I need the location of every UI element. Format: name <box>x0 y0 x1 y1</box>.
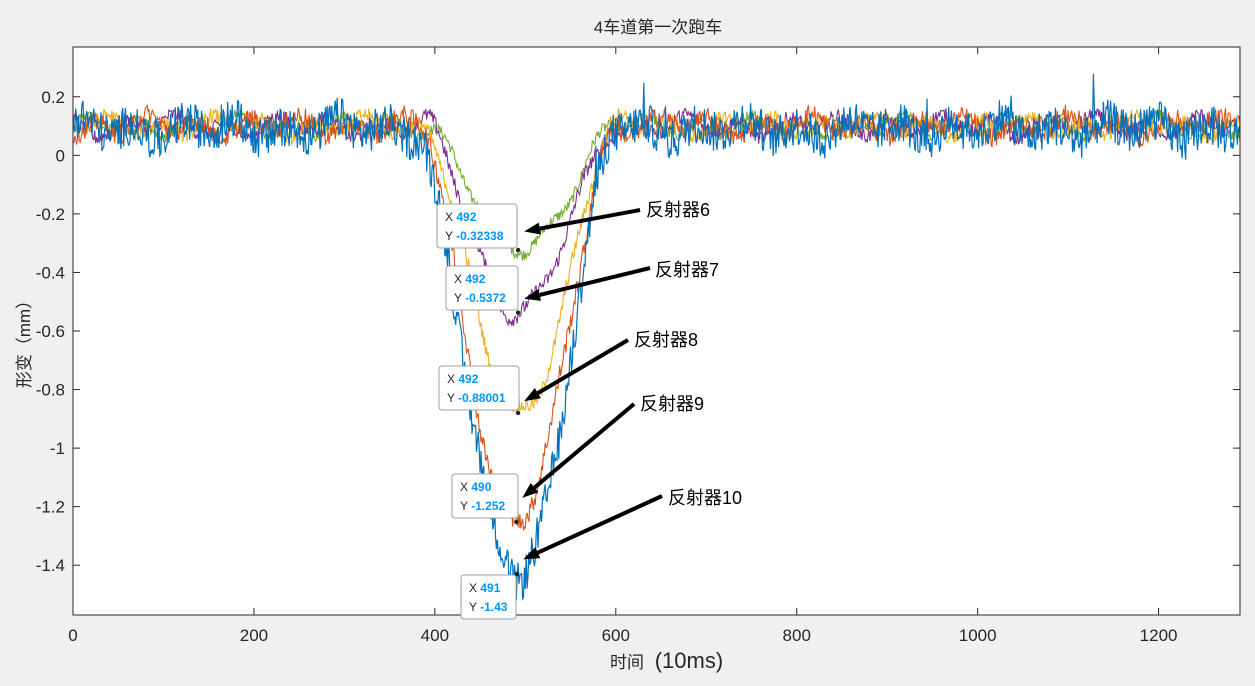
chart-title: 4车道第一次跑车 <box>594 18 722 37</box>
y-tick-label: 0.2 <box>41 88 65 107</box>
annotation-10: 反射器10 <box>523 488 742 560</box>
datatip-y-value: -1.252 <box>471 499 505 513</box>
annotation-label: 反射器9 <box>640 394 704 414</box>
annotation-6: 反射器6 <box>524 200 710 235</box>
annotation-8: 反射器8 <box>524 330 698 402</box>
x-axis-label-text: 时间 <box>610 653 644 672</box>
datatip-y-value: -0.88001 <box>458 391 506 405</box>
annotation-arrow-head <box>523 547 541 560</box>
datatip-x: X 492 <box>454 272 486 286</box>
annotation-arrow-shaft <box>536 494 663 555</box>
datatip-y-key: Y <box>460 499 471 513</box>
y-tick-label: -1 <box>50 439 65 458</box>
datatip-marker <box>515 310 521 315</box>
datatip-x-key: X <box>469 581 480 595</box>
annotation-arrow-shaft <box>533 402 636 490</box>
datatip-y-key: Y <box>469 600 480 614</box>
y-tick-label: -0.4 <box>36 263 65 282</box>
x-tick-label: 0 <box>68 626 77 645</box>
datatip-y-value: -1.43 <box>480 600 508 614</box>
datatip-x: X 492 <box>447 372 479 386</box>
datatip-x: X 490 <box>460 480 492 494</box>
datatip-marker <box>515 410 521 416</box>
y-tick-label: -1.2 <box>36 498 65 517</box>
datatip-box <box>451 473 519 519</box>
annotation-arrow-shaft <box>539 208 641 231</box>
datatip-x-value: 490 <box>471 480 491 494</box>
datatip-y: Y -0.88001 <box>447 391 506 405</box>
datatip-marker <box>514 519 519 525</box>
datatip-y-key: Y <box>454 291 465 305</box>
datatip-y-value: -0.32338 <box>456 229 504 243</box>
datatip-y-value: -0.5372 <box>465 291 506 305</box>
datatip-x-key: X <box>460 480 471 494</box>
datatip-y: Y -1.43 <box>469 600 508 614</box>
datatip-x-key: X <box>445 210 456 224</box>
annotation-9: 反射器9 <box>522 394 704 498</box>
y-tick-label: 0 <box>56 146 65 165</box>
x-tick-label: 600 <box>602 626 630 645</box>
series-line-10 <box>73 73 1240 601</box>
annotation-arrow-head <box>524 387 541 402</box>
annotation-arrow-head <box>524 222 541 235</box>
x-tick-label: 400 <box>421 626 449 645</box>
datatip-marker <box>514 571 520 577</box>
y-tick-label: -1.4 <box>36 556 65 575</box>
datatip-y-key: Y <box>445 229 456 243</box>
datatip-x-value: 492 <box>465 272 485 286</box>
datatip-box <box>436 203 518 249</box>
annotation-label: 反射器10 <box>668 488 742 508</box>
y-tick-label: -0.6 <box>36 322 65 341</box>
datatip-box <box>460 574 517 620</box>
y-tick-label: -0.8 <box>36 381 65 400</box>
annotation-label: 反射器8 <box>634 330 698 350</box>
datatip-x-value: 491 <box>480 581 500 595</box>
annotation-arrow-shaft <box>536 338 630 395</box>
datatip-y: Y -0.32338 <box>445 229 504 243</box>
datatip-y: Y -1.252 <box>460 499 505 513</box>
datatip-y: Y -0.5372 <box>454 291 506 305</box>
datatip-x-key: X <box>454 272 465 286</box>
annotation-arrow-head <box>522 482 539 498</box>
y-tick-label: -0.2 <box>36 205 65 224</box>
datatip-marker <box>515 247 521 253</box>
x-tick-label: 1200 <box>1140 626 1178 645</box>
datatip-box <box>445 265 519 311</box>
datatip-y-key: Y <box>447 391 458 405</box>
datatip-x-value: 492 <box>456 210 476 224</box>
datatip-box <box>438 365 520 411</box>
annotation-label: 反射器6 <box>646 200 710 220</box>
datatip-x: X 491 <box>469 581 501 595</box>
annotation-arrow-head <box>524 289 542 301</box>
x-tick-label: 1000 <box>959 626 997 645</box>
x-tick-label: 800 <box>783 626 811 645</box>
annotation-label: 反射器7 <box>655 260 719 280</box>
x-axis-label-unit: (10ms) <box>655 648 723 673</box>
datatip-x-key: X <box>447 372 458 386</box>
y-axis-label: 形变（mm） <box>15 292 34 388</box>
x-tick-label: 200 <box>240 626 268 645</box>
x-axis-label: 时间 (10ms) <box>610 648 723 673</box>
annotation-arrow-shaft <box>539 266 651 297</box>
datatip-x: X 492 <box>445 210 477 224</box>
annotation-7: 反射器7 <box>524 260 719 301</box>
datatip-x-value: 492 <box>458 372 478 386</box>
